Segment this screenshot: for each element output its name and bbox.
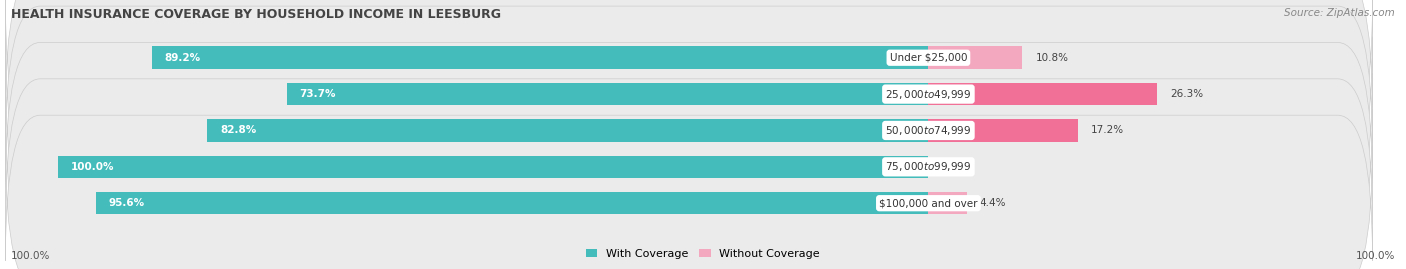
Text: 95.6%: 95.6%	[110, 198, 145, 208]
FancyBboxPatch shape	[6, 43, 1372, 218]
Text: 100.0%: 100.0%	[11, 251, 51, 261]
Legend: With Coverage, Without Coverage: With Coverage, Without Coverage	[582, 245, 824, 263]
Text: $50,000 to $74,999: $50,000 to $74,999	[886, 124, 972, 137]
FancyBboxPatch shape	[6, 115, 1372, 269]
Text: 100.0%: 100.0%	[1355, 251, 1395, 261]
Bar	[287, 83, 928, 105]
Text: 73.7%: 73.7%	[299, 89, 336, 99]
Text: 26.3%: 26.3%	[1171, 89, 1204, 99]
FancyBboxPatch shape	[6, 0, 1372, 146]
Text: 10.8%: 10.8%	[1036, 53, 1069, 63]
Bar	[928, 119, 1078, 142]
Bar	[928, 47, 1022, 69]
Text: 0.0%: 0.0%	[942, 162, 967, 172]
Text: 4.4%: 4.4%	[980, 198, 1007, 208]
Text: HEALTH INSURANCE COVERAGE BY HOUSEHOLD INCOME IN LEESBURG: HEALTH INSURANCE COVERAGE BY HOUSEHOLD I…	[11, 8, 502, 21]
Text: 100.0%: 100.0%	[70, 162, 114, 172]
Bar	[58, 155, 928, 178]
Text: 17.2%: 17.2%	[1091, 125, 1125, 136]
Text: $25,000 to $49,999: $25,000 to $49,999	[886, 88, 972, 101]
Text: $100,000 and over: $100,000 and over	[879, 198, 977, 208]
Text: 89.2%: 89.2%	[165, 53, 201, 63]
Bar	[152, 47, 928, 69]
Text: 82.8%: 82.8%	[221, 125, 257, 136]
FancyBboxPatch shape	[6, 79, 1372, 255]
Bar	[928, 83, 1157, 105]
Text: $75,000 to $99,999: $75,000 to $99,999	[886, 160, 972, 173]
Bar	[928, 192, 967, 214]
Text: Under $25,000: Under $25,000	[890, 53, 967, 63]
FancyBboxPatch shape	[6, 6, 1372, 182]
Text: Source: ZipAtlas.com: Source: ZipAtlas.com	[1284, 8, 1395, 18]
Bar	[96, 192, 928, 214]
Bar	[207, 119, 928, 142]
